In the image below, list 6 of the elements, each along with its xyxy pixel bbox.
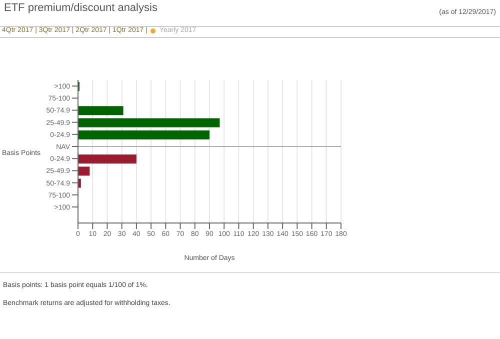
bar (78, 154, 136, 164)
bar (78, 166, 90, 176)
chart-title: ETF premium/discount analysis (4, 2, 158, 14)
bar (78, 130, 210, 140)
bar (78, 118, 220, 128)
bar (78, 106, 124, 116)
